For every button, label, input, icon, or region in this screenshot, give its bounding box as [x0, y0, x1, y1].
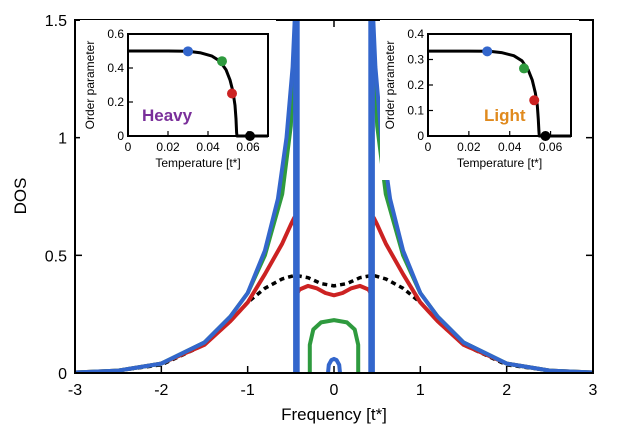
inset-x-axis-title: Temperature [t*] [457, 156, 542, 170]
inset-y-tick-label: 0.4 [107, 61, 124, 75]
x-tick-label: -2 [154, 382, 168, 399]
temperature-marker-1 [217, 56, 227, 67]
inset-light: 0 0.02 0.04 0.06 0 0.1 0.2 0.3 0.4 Temperature [t… [380, 20, 579, 180]
inset-x-tick-label: 0.02 [156, 140, 180, 154]
inset-y-tick-label: 0.2 [407, 78, 424, 92]
inset-y-tick-label: 0.6 [107, 27, 124, 41]
series-line-6 [371, 20, 593, 373]
inset-x-tick-label: 0.04 [196, 140, 220, 154]
inset-x-tick-label: 0 [425, 140, 432, 154]
x-axis-title: Frequency [t*] [281, 405, 387, 424]
series-line-1 [75, 215, 593, 373]
inset-y-tick-label: 0 [417, 129, 424, 143]
inset-frame [127, 33, 269, 137]
inset-y-axis-title: Order parameter [383, 41, 397, 130]
x-tick-label: 0 [330, 382, 339, 399]
inset-x-tick-label: 0.06 [539, 140, 563, 154]
order-parameter-curve [128, 49, 268, 138]
inset-x-tick-label: 0.04 [498, 140, 522, 154]
inset-name-label: Light [484, 106, 526, 125]
inset-background [380, 20, 579, 180]
inset-y-tick-label: 0.2 [107, 95, 124, 109]
x-tick-label: 3 [589, 382, 598, 399]
inset-name-label: Heavy [142, 106, 193, 125]
x-tick-label: 2 [502, 382, 511, 399]
inset-y-axis-title: Order parameter [83, 41, 97, 130]
series-line-5 [75, 20, 297, 373]
inset-y-tick-label: 0.4 [407, 27, 424, 41]
main-series-group [75, 20, 593, 373]
inset-x-tick-label: 0 [125, 140, 132, 154]
series-line-4 [307, 318, 361, 373]
inset-x-axis-title: Temperature [t*] [155, 156, 240, 170]
y-tick-label: 1 [58, 131, 67, 148]
inset-background [80, 20, 276, 180]
inset-x-tick-label: 0.02 [457, 140, 481, 154]
temperature-marker-2 [529, 95, 540, 106]
temperature-marker-1 [519, 63, 530, 74]
temperature-marker-2 [227, 88, 237, 99]
inset-y-tick-label: 0.3 [407, 53, 424, 67]
temperature-marker-0 [183, 46, 193, 57]
x-tick-label: 1 [416, 382, 425, 399]
series-line-11 [326, 356, 342, 373]
inset-y-tick-label: 0 [117, 129, 124, 143]
x-tick-label: -1 [241, 382, 255, 399]
inset-y-tick-label: 0.1 [407, 104, 424, 118]
inset-x-tick-label: 0.06 [236, 140, 260, 154]
inset-heavy: 0 0.02 0.04 0.06 0 0.2 0.4 0.6 Temperature [t*] O… [80, 20, 276, 180]
y-tick-label: 0.5 [45, 248, 67, 265]
y-axis-title: DOS [11, 178, 30, 215]
y-tick-label: 0 [58, 366, 67, 383]
temperature-marker-0 [482, 46, 493, 57]
main-axes-group: -3 -2 -1 0 1 2 3 0 0.5 1 1.5 [45, 13, 598, 399]
y-tick-label: 1.5 [45, 13, 67, 30]
x-tick-label: -3 [68, 382, 82, 399]
